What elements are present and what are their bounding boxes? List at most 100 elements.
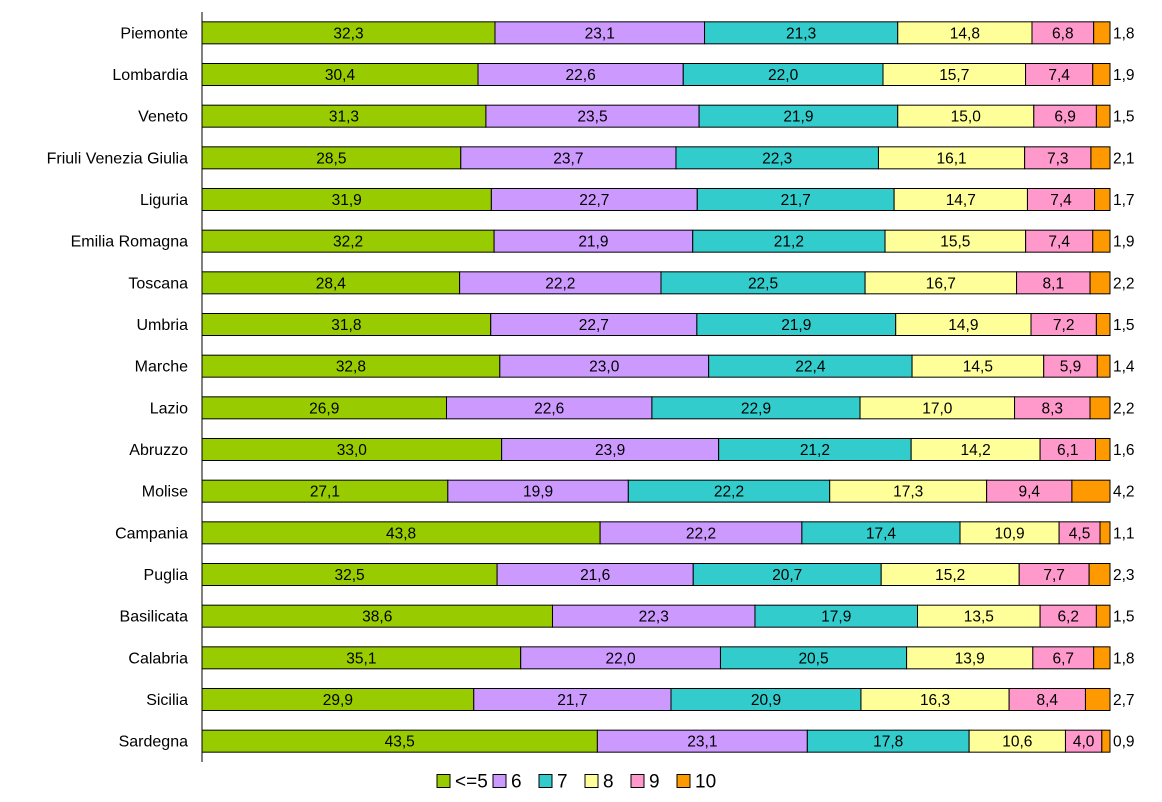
legend-item: 9 bbox=[630, 772, 660, 793]
data-label: 6,8 bbox=[1052, 25, 1074, 42]
category-label: Piemonte bbox=[120, 25, 188, 42]
data-label: 16,7 bbox=[926, 275, 956, 292]
data-label: 15,2 bbox=[935, 567, 965, 584]
data-label: 7,7 bbox=[1043, 567, 1065, 584]
data-label: 7,4 bbox=[1048, 67, 1070, 84]
legend-label: <=5 bbox=[455, 772, 488, 793]
legend-swatch bbox=[492, 774, 507, 788]
data-label: 16,1 bbox=[936, 150, 966, 167]
category-label: Veneto bbox=[138, 109, 188, 126]
bar-segment bbox=[1089, 396, 1111, 420]
category-label: Molise bbox=[142, 484, 188, 501]
data-label: 21,2 bbox=[800, 442, 830, 459]
data-label: 31,9 bbox=[332, 192, 362, 209]
category-label: Friuli Venezia Giulia bbox=[47, 150, 189, 167]
data-label: 14,9 bbox=[948, 317, 978, 334]
category-label: Sicilia bbox=[146, 692, 188, 709]
legend-swatch bbox=[538, 774, 553, 788]
bar-segment bbox=[1095, 313, 1111, 336]
data-label: 14,8 bbox=[950, 25, 980, 42]
data-label: 32,3 bbox=[333, 25, 363, 42]
data-label: 21,9 bbox=[781, 317, 811, 334]
bar-segment bbox=[1084, 688, 1111, 711]
data-label: 16,3 bbox=[920, 692, 950, 709]
data-label: 20,7 bbox=[772, 567, 802, 584]
data-label: 22,2 bbox=[545, 275, 575, 292]
category-label: Lazio bbox=[150, 400, 188, 417]
data-label: 32,5 bbox=[334, 567, 364, 584]
category-label: Emilia Romagna bbox=[71, 234, 188, 251]
data-label: 8,1 bbox=[1043, 275, 1065, 292]
data-label: 4,2 bbox=[1113, 484, 1135, 501]
data-label: 17,4 bbox=[866, 525, 897, 542]
data-label: 21,6 bbox=[580, 567, 610, 584]
data-label: 4,0 bbox=[1073, 734, 1095, 751]
data-label: 21,3 bbox=[786, 25, 816, 42]
data-label: 6,7 bbox=[1052, 650, 1074, 667]
data-label: 2,7 bbox=[1113, 692, 1135, 709]
legend-swatch bbox=[630, 774, 645, 788]
legend-label: 8 bbox=[603, 772, 614, 793]
data-label: 22,3 bbox=[639, 609, 669, 626]
data-label: 1,5 bbox=[1113, 317, 1135, 334]
bar-segment bbox=[1093, 21, 1111, 45]
category-label: Basilicata bbox=[120, 609, 189, 626]
data-label: 22,6 bbox=[566, 67, 596, 84]
bar-segment bbox=[1092, 229, 1111, 253]
data-label: 43,8 bbox=[386, 525, 416, 542]
data-label: 1,8 bbox=[1113, 25, 1135, 42]
bar-segment bbox=[1090, 146, 1111, 170]
legend-item: 10 bbox=[676, 772, 716, 793]
data-label: 23,7 bbox=[553, 150, 583, 167]
data-label: 17,3 bbox=[893, 484, 923, 501]
data-label: 1,1 bbox=[1113, 525, 1135, 542]
category-label: Sardegna bbox=[119, 734, 188, 751]
category-label: Toscana bbox=[128, 275, 188, 292]
data-label: 29,9 bbox=[323, 692, 353, 709]
bar-segment bbox=[1089, 271, 1111, 295]
data-label: 14,2 bbox=[961, 442, 991, 459]
bars-group: 32,3 23,1 21,3 14,8 6,8 1,8 30,4 22,6 22,0 15,7 7,… bbox=[201, 21, 1135, 753]
data-label: 17,0 bbox=[922, 400, 953, 417]
data-label: 23,0 bbox=[589, 359, 620, 376]
data-label: 1,7 bbox=[1113, 192, 1135, 209]
data-label: 22,2 bbox=[714, 484, 744, 501]
data-label: 22,4 bbox=[795, 359, 826, 376]
data-label: 15,0 bbox=[951, 109, 982, 126]
data-label: 2,3 bbox=[1113, 567, 1135, 584]
data-label: 20,5 bbox=[798, 650, 828, 667]
bar-segment bbox=[1095, 604, 1111, 628]
data-label: 14,7 bbox=[946, 192, 976, 209]
bar-segment bbox=[1093, 646, 1111, 670]
legend-swatch bbox=[676, 774, 691, 788]
bar-segment bbox=[1094, 438, 1111, 461]
data-label: 23,1 bbox=[585, 25, 615, 42]
data-label: 2,1 bbox=[1113, 150, 1135, 167]
category-label: Campania bbox=[115, 525, 188, 542]
data-label: 7,2 bbox=[1053, 317, 1075, 334]
bar-segment bbox=[1101, 729, 1111, 753]
data-label: 21,9 bbox=[578, 234, 608, 251]
data-label: 1,9 bbox=[1113, 67, 1135, 84]
legend-label: 7 bbox=[557, 772, 568, 793]
data-label: 26,9 bbox=[309, 400, 339, 417]
category-label: Abruzzo bbox=[129, 442, 188, 459]
data-label: 22,9 bbox=[741, 400, 771, 417]
data-label: 8,3 bbox=[1042, 400, 1064, 417]
data-label: 15,7 bbox=[939, 67, 969, 84]
data-label: 6,2 bbox=[1057, 609, 1079, 626]
data-label: 19,9 bbox=[523, 484, 553, 501]
data-label: 23,9 bbox=[595, 442, 625, 459]
data-label: 21,9 bbox=[783, 109, 813, 126]
data-label: 35,1 bbox=[346, 650, 376, 667]
data-label: 20,9 bbox=[751, 692, 781, 709]
data-label: 6,9 bbox=[1054, 109, 1076, 126]
data-label: 10,6 bbox=[1002, 734, 1032, 751]
bar-segment bbox=[1096, 354, 1111, 378]
data-label: 1,5 bbox=[1113, 609, 1135, 626]
data-label: 31,3 bbox=[329, 109, 359, 126]
category-label: Umbria bbox=[136, 317, 188, 334]
data-label: 13,5 bbox=[964, 609, 994, 626]
